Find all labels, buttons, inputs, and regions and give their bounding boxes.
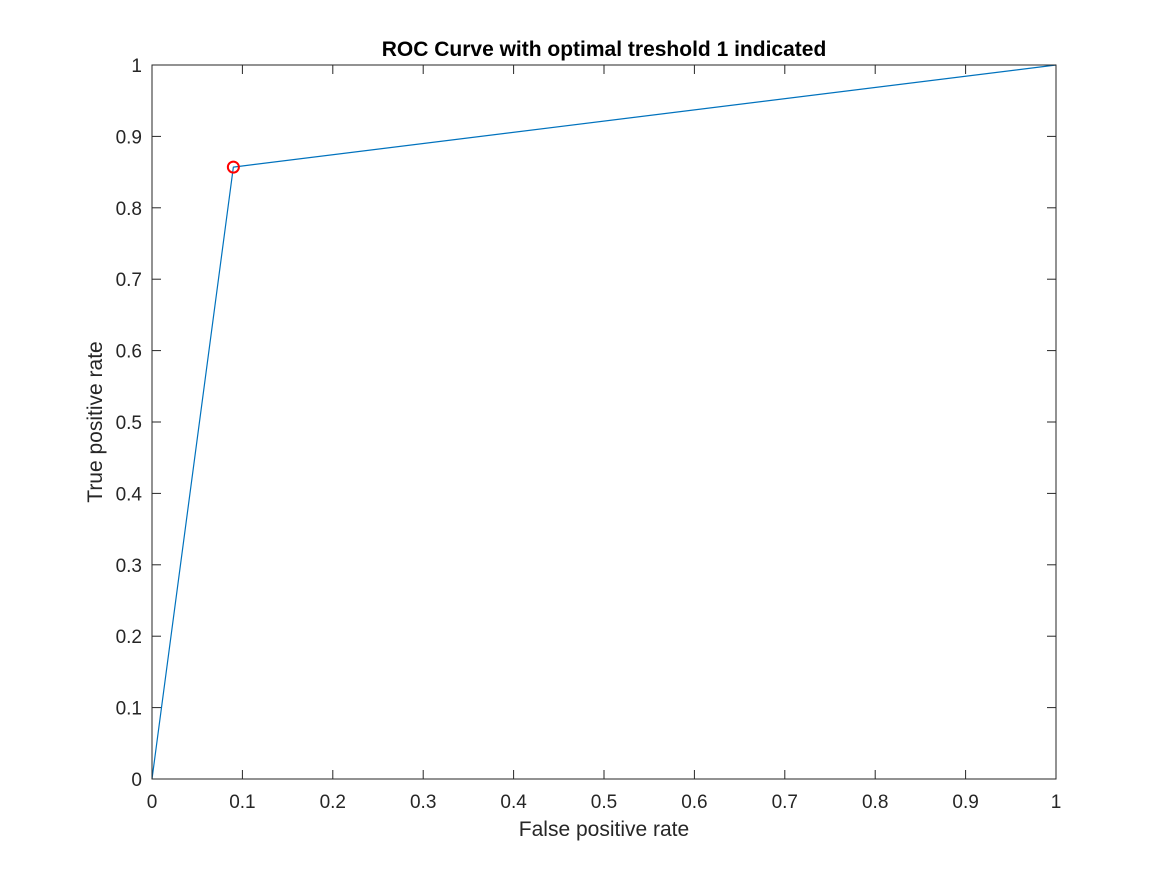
x-tick-label: 0.3 bbox=[410, 792, 436, 813]
x-tick-label: 0.2 bbox=[320, 792, 346, 813]
y-tick-label: 0.4 bbox=[116, 484, 143, 505]
series-layer bbox=[151, 64, 1057, 780]
x-tick-label: 0.6 bbox=[681, 792, 707, 813]
x-tick-label: 0.7 bbox=[772, 792, 798, 813]
y-tick-label: 0.1 bbox=[116, 699, 142, 720]
markers-layer bbox=[226, 160, 240, 174]
plot-area bbox=[152, 65, 1056, 779]
x-axis-label: False positive rate bbox=[519, 818, 689, 841]
y-tick-label: 0.8 bbox=[116, 199, 142, 220]
y-tick-label: 0.3 bbox=[116, 556, 142, 577]
chart-title: ROC Curve with optimal treshold 1 indica… bbox=[382, 38, 827, 61]
axes-box bbox=[151, 64, 1057, 780]
y-tick-label: 0.7 bbox=[116, 270, 142, 291]
x-tick-label: 1 bbox=[1051, 792, 1062, 813]
roc-curve-line bbox=[151, 64, 1057, 780]
y-tick-label: 0.2 bbox=[116, 627, 142, 648]
optimal-threshold-marker bbox=[226, 160, 240, 174]
tick-labels-layer: 0 0.1 0.2 0.3 0.4 0.5 0.6 0.7 0.8 0.9 1 0 0.1 0.2 0.3 0… bbox=[116, 56, 1062, 813]
y-tick-label: 0.5 bbox=[116, 413, 142, 434]
y-tick-label: 1 bbox=[131, 56, 142, 77]
x-tick-label: 0.8 bbox=[862, 792, 888, 813]
y-axis-label: True positive rate bbox=[84, 341, 107, 502]
x-tick-label: 0.1 bbox=[229, 792, 255, 813]
y-tick-label: 0.9 bbox=[116, 127, 142, 148]
x-tick-label: 0.5 bbox=[591, 792, 617, 813]
x-tick-label: 0 bbox=[147, 792, 158, 813]
x-tick-label: 0.4 bbox=[500, 792, 527, 813]
y-tick-label: 0 bbox=[131, 770, 142, 791]
x-tick-label: 0.9 bbox=[952, 792, 978, 813]
y-tick-label: 0.6 bbox=[116, 342, 142, 363]
